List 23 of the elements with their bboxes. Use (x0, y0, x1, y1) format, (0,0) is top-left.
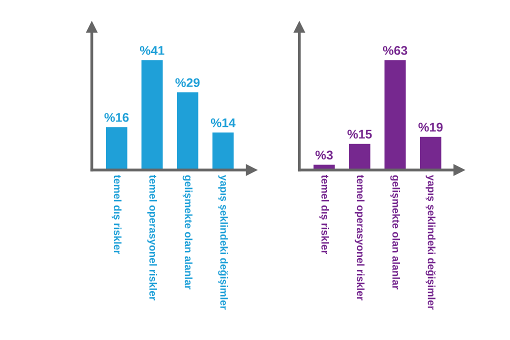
x-tick-label: yapış şeklindeki değişimler (426, 174, 436, 310)
x-tick-label: gelişmekte olan alanlar (182, 175, 192, 290)
bar (176, 92, 198, 170)
data-label: %16 (104, 113, 129, 122)
x-tick-label: gelişmekte olan alanlar (390, 175, 400, 290)
x-tick-label: temel operasyonel riskler (354, 174, 365, 300)
x-tick-label: temel dış riskler (112, 174, 122, 254)
x-tick-label: temel operasyonel riskler (147, 174, 157, 300)
bar (106, 127, 128, 170)
data-label: %15 (347, 130, 372, 139)
bar (384, 60, 406, 170)
bar (212, 132, 234, 170)
data-label: %19 (418, 122, 443, 132)
data-label: %41 (140, 46, 164, 55)
data-label: %3 (315, 150, 333, 160)
data-label: %63 (382, 46, 408, 55)
bar (141, 60, 163, 170)
x-tick-label: temel dış riskler (319, 174, 330, 254)
bar (420, 136, 442, 170)
x-tick-label: yapış şeklindeki değişimler (218, 174, 228, 310)
bar (349, 144, 370, 170)
data-label: %14 (210, 118, 236, 128)
data-label: %29 (175, 78, 200, 88)
